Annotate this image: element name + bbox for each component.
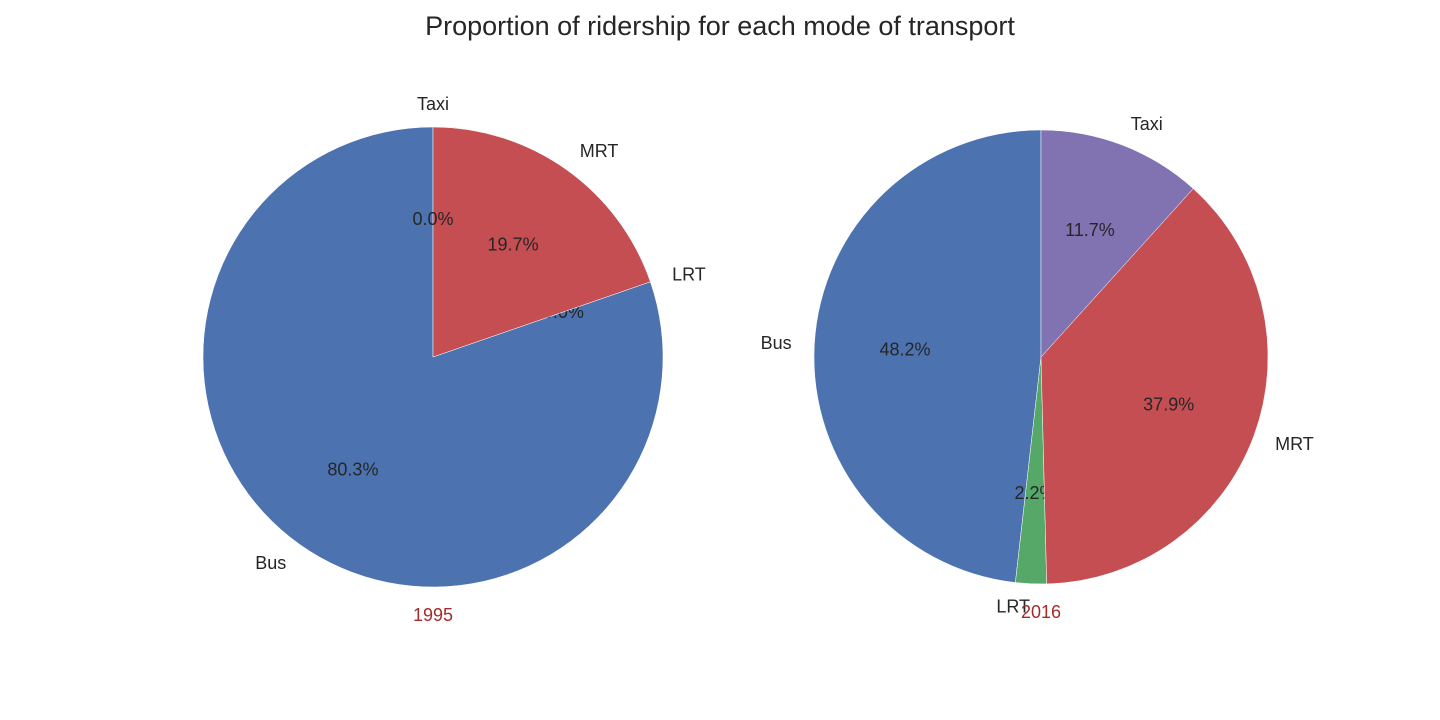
pie-slice-bus-2016 xyxy=(813,129,1042,583)
year-label-1995: 1995 xyxy=(413,605,453,625)
slice-label-bus-1995: Bus xyxy=(255,553,286,573)
slice-label-lrt-2016: LRT xyxy=(996,596,1030,616)
pie-slice-mrt-2016 xyxy=(1040,188,1269,585)
pct-label-taxi-1995: 0.0% xyxy=(412,209,453,229)
pct-label-taxi-2016: 11.7% xyxy=(1065,220,1115,240)
slice-label-mrt-2016: MRT xyxy=(1275,434,1314,454)
slice-label-taxi-1995: Taxi xyxy=(417,94,449,114)
slice-label-lrt-1995: LRT xyxy=(672,264,706,284)
pct-label-mrt-1995: 19.7% xyxy=(488,235,539,255)
pct-label-mrt-2016: 37.9% xyxy=(1143,394,1194,414)
pct-label-bus-1995: 80.3% xyxy=(327,459,378,479)
year-label-2016: 2016 xyxy=(1021,602,1061,622)
slice-label-bus-2016: Bus xyxy=(761,333,792,353)
pct-label-bus-2016: 48.2% xyxy=(879,339,930,359)
pie-slice-taxi-2016 xyxy=(1040,129,1194,358)
slice-label-mrt-1995: MRT xyxy=(580,141,619,161)
pie-slice-bus-1995 xyxy=(202,126,664,588)
slice-label-taxi-2016: Taxi xyxy=(1131,114,1163,134)
pie-slice-mrt-1995 xyxy=(432,126,651,358)
chart-title: Proportion of ridership for each mode of… xyxy=(425,11,1015,41)
